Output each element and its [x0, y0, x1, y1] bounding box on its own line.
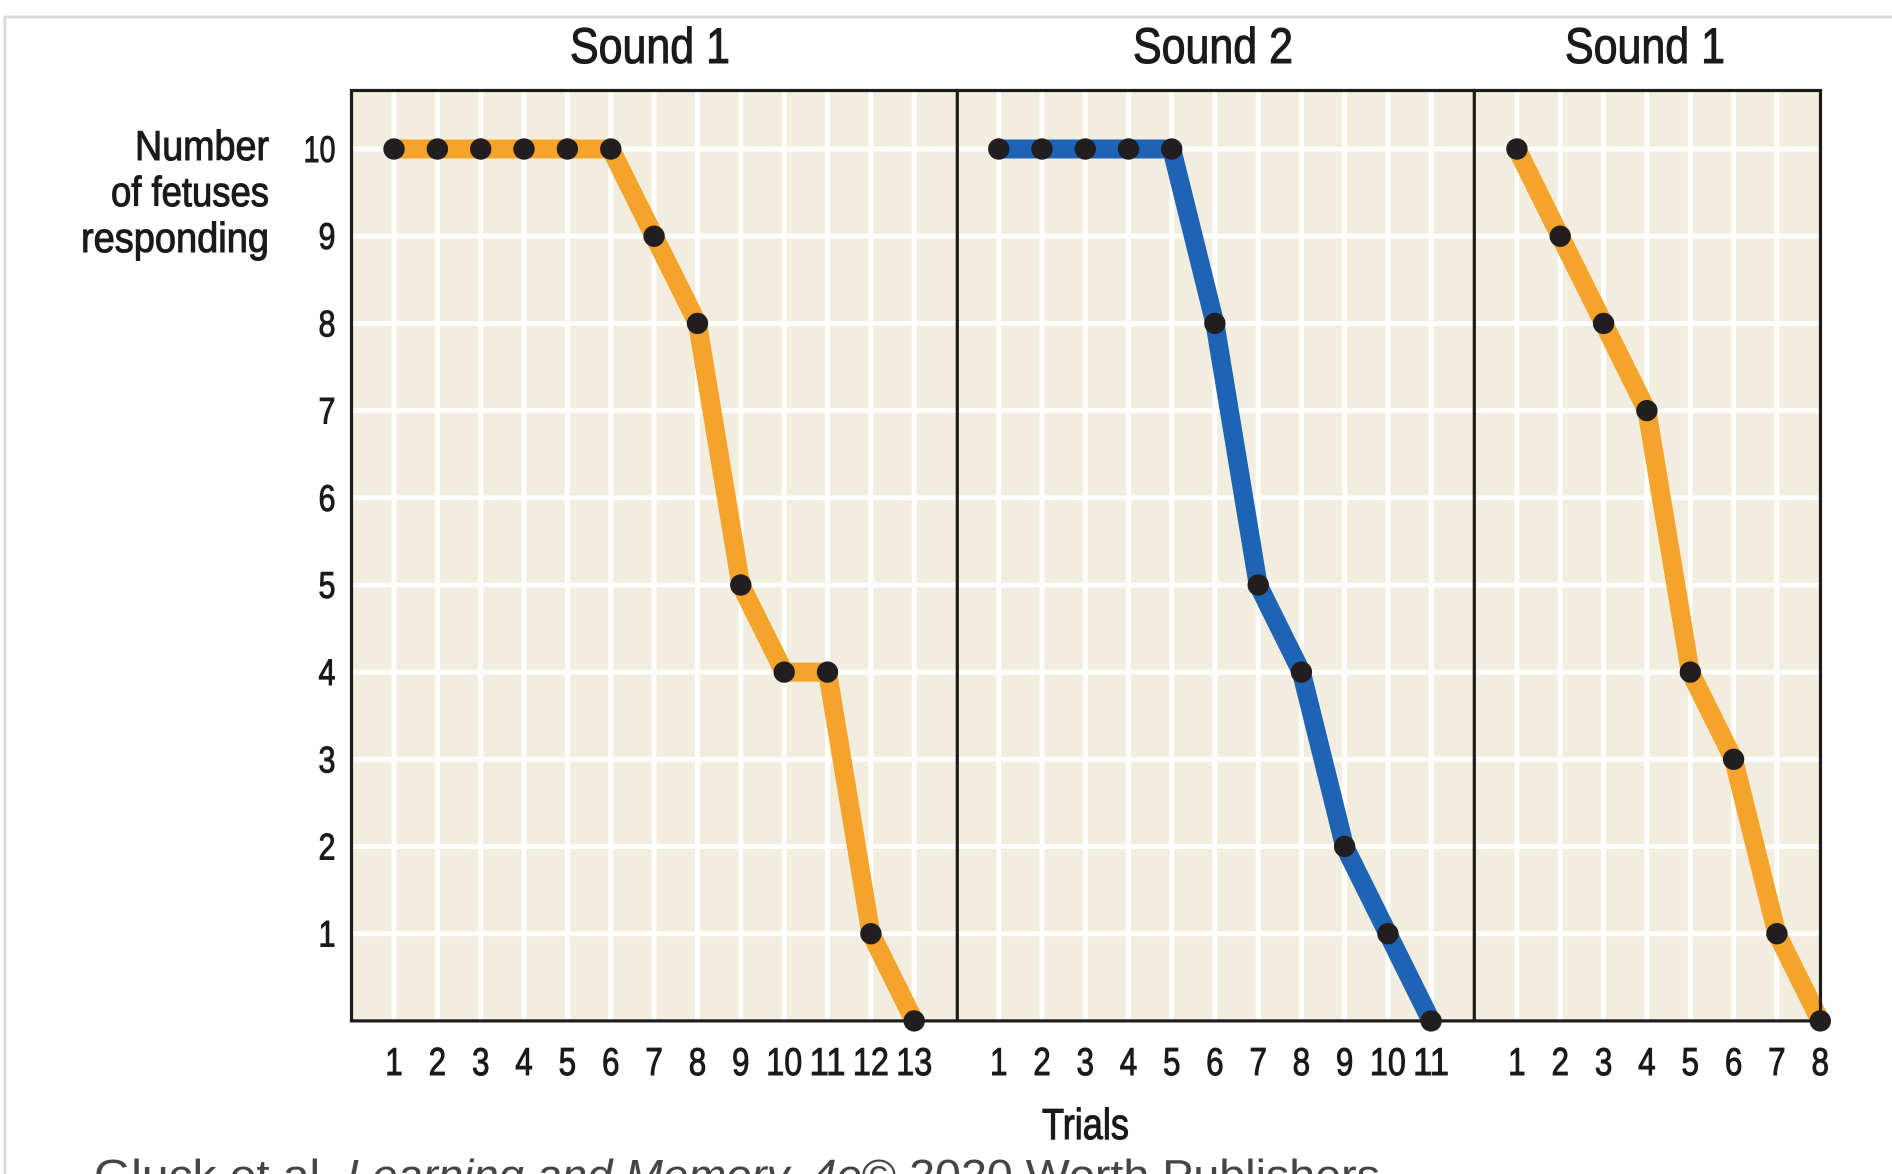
svg-text:Gluck et al.,: Gluck et al., [94, 1151, 347, 1174]
svg-text:6: 6 [1206, 1041, 1224, 1084]
svg-text:11: 11 [810, 1041, 846, 1084]
svg-text:© 2020 Worth Publishers: © 2020 Worth Publishers [862, 1151, 1380, 1174]
svg-text:8: 8 [689, 1041, 707, 1084]
svg-text:4: 4 [319, 652, 336, 693]
svg-text:responding: responding [81, 214, 269, 261]
svg-text:Number: Number [135, 122, 269, 169]
svg-text:10: 10 [1370, 1041, 1406, 1084]
svg-text:1: 1 [990, 1041, 1008, 1084]
svg-text:Sound 1: Sound 1 [570, 18, 730, 74]
svg-text:1: 1 [385, 1041, 403, 1084]
svg-text:2: 2 [1551, 1041, 1569, 1084]
svg-text:6: 6 [1725, 1041, 1743, 1084]
svg-text:10: 10 [304, 129, 336, 170]
svg-text:9: 9 [1336, 1041, 1354, 1084]
svg-text:3: 3 [472, 1041, 490, 1084]
svg-text:5: 5 [559, 1041, 577, 1084]
svg-text:of fetuses: of fetuses [111, 168, 269, 215]
svg-text:7: 7 [1249, 1041, 1267, 1084]
svg-text:7: 7 [319, 391, 336, 432]
svg-text:Sound 2: Sound 2 [1133, 18, 1293, 74]
svg-text:2: 2 [1033, 1041, 1051, 1084]
svg-text:5: 5 [319, 565, 336, 606]
svg-text:11: 11 [1413, 1041, 1449, 1084]
svg-text:8: 8 [319, 303, 336, 344]
svg-text:4: 4 [1120, 1041, 1138, 1084]
svg-text:8: 8 [1293, 1041, 1311, 1084]
svg-text:4: 4 [1638, 1041, 1656, 1084]
svg-text:Trials: Trials [1042, 1101, 1129, 1149]
svg-text:6: 6 [319, 478, 336, 519]
svg-text:3: 3 [319, 739, 336, 780]
svg-text:2: 2 [429, 1041, 447, 1084]
svg-text:3: 3 [1595, 1041, 1613, 1084]
svg-text:5: 5 [1682, 1041, 1700, 1084]
svg-text:6: 6 [602, 1041, 620, 1084]
svg-text:5: 5 [1163, 1041, 1181, 1084]
svg-text:4: 4 [515, 1041, 533, 1084]
svg-text:3: 3 [1077, 1041, 1095, 1084]
svg-text:9: 9 [319, 216, 336, 257]
svg-text:10: 10 [766, 1041, 802, 1084]
svg-text:7: 7 [1768, 1041, 1786, 1084]
svg-text:7: 7 [645, 1041, 663, 1084]
svg-text:Learning and Memory, 4e: Learning and Memory, 4e [347, 1151, 862, 1174]
svg-text:8: 8 [1812, 1041, 1830, 1084]
svg-text:Sound 1: Sound 1 [1565, 18, 1725, 74]
svg-text:1: 1 [319, 914, 336, 955]
svg-text:9: 9 [732, 1041, 750, 1084]
svg-text:12: 12 [853, 1041, 889, 1084]
svg-text:1: 1 [1508, 1041, 1526, 1084]
svg-text:2: 2 [319, 827, 336, 868]
svg-text:13: 13 [896, 1041, 932, 1084]
